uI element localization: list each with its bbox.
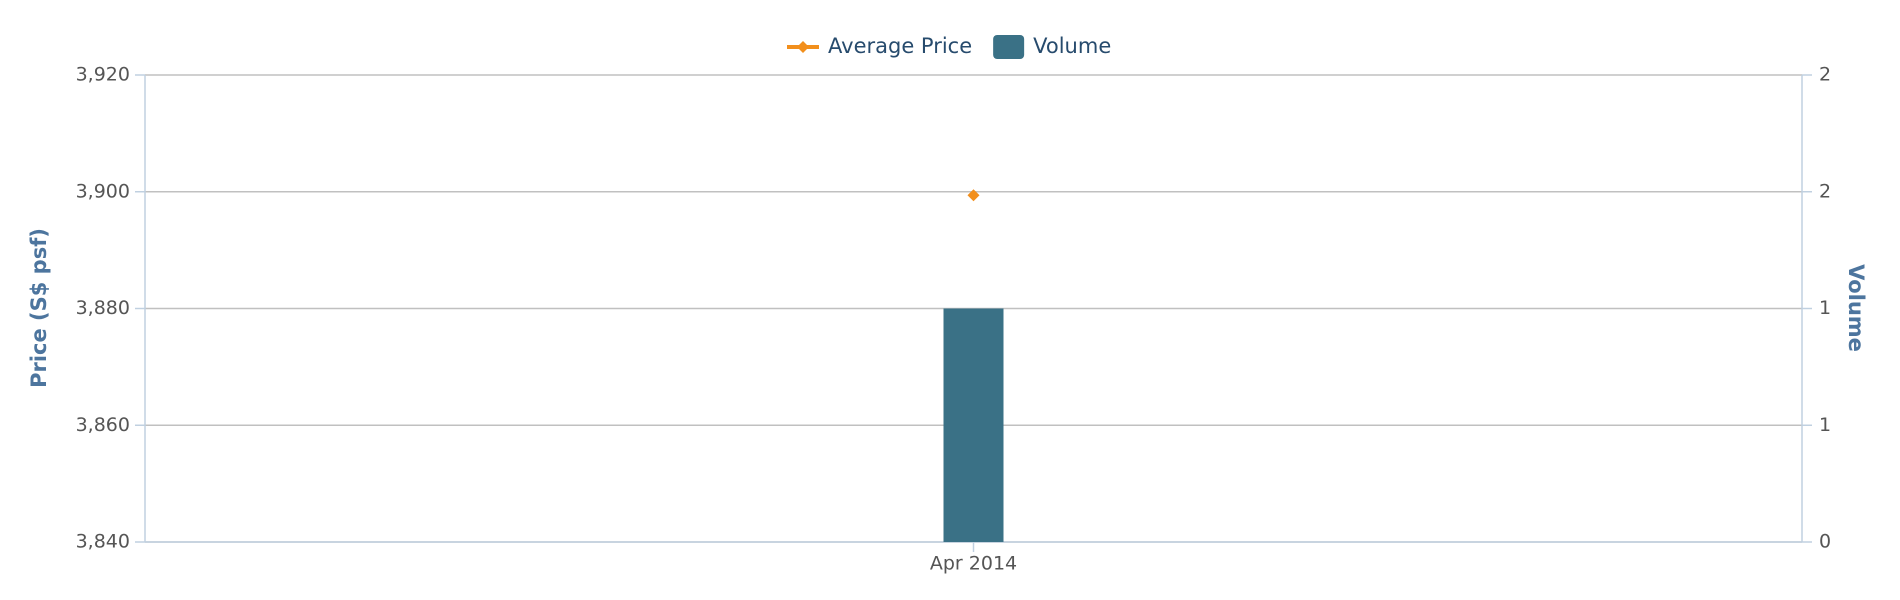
y2-tick-label: 0 [1819, 531, 1831, 553]
x-tick-label: Apr 2014 [930, 553, 1017, 575]
y2-tick-label: 2 [1819, 64, 1831, 86]
y-tick-label: 3,840 [76, 531, 130, 553]
legend-marker [797, 41, 809, 53]
y-tick-label: 3,920 [76, 64, 130, 86]
legend-swatch [993, 35, 1025, 59]
y2-tick-label: 2 [1819, 180, 1831, 202]
bar [943, 308, 1004, 542]
y-axis-title: Price (S$ psf) [27, 228, 51, 388]
y2-tick-label: 1 [1819, 297, 1831, 319]
legend-label: Volume [1033, 34, 1111, 58]
point-marker [967, 189, 980, 202]
y2-tick-label: 1 [1819, 414, 1831, 436]
y-tick-label: 3,880 [76, 297, 130, 319]
y-tick-label: 3,860 [76, 414, 130, 436]
legend-label: Average Price [828, 34, 972, 58]
y-tick-label: 3,900 [76, 180, 130, 202]
y2-axis-title: Volume [1844, 264, 1868, 352]
